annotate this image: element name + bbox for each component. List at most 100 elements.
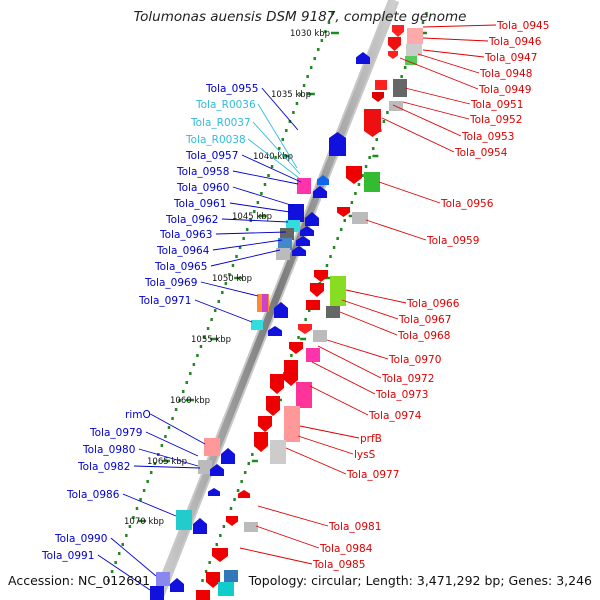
left-gene-label: Tola_0971 [138,295,191,307]
tick-ring-dot [331,12,334,15]
gene-block [313,330,327,342]
forward-gene-arrow [226,516,238,526]
tick-ring-dot [213,309,217,312]
reverse-gene-arrow [268,326,282,336]
tick-ring-dot [324,30,327,33]
left-leader-line [210,249,281,267]
gene-features [150,25,423,600]
tick-ring-dot [139,498,142,501]
tick-ring-dot [375,138,378,141]
right-leader-line [365,219,427,241]
left-gene-label: Tola_0986 [66,489,120,501]
tick-ring-dot [297,336,300,339]
gene-block [407,28,423,44]
left-gene-label: Tola_0963 [159,229,212,241]
tick-ring-dot [153,462,157,465]
gene-block [244,522,258,532]
gene-block [364,172,380,192]
gene-block [375,80,387,90]
gene-block [156,572,170,586]
right-gene-label: Tola_0981 [328,521,381,533]
gene-block [224,570,238,582]
right-gene-label: Tola_0968 [397,330,450,342]
gene-block [198,460,212,474]
tick-ring-dot [208,561,211,564]
gene-block [251,320,263,330]
reverse-gene-arrow [208,488,220,496]
gene-block [296,382,312,408]
tick-ring-dot [274,156,277,159]
tick-ring-dot [295,102,299,105]
right-leader-line [257,505,329,527]
right-leader-line [378,181,441,204]
gene-block [330,276,346,306]
tick-ring-dot [201,579,204,582]
left-gene-label: Tola_0965 [154,261,207,273]
right-leader-line [399,57,479,90]
tick-ring-dot [329,255,332,258]
tick-ring-dot [107,579,110,582]
tick-ring-dot [364,165,368,168]
tick-ring-dot [228,273,231,276]
tick-ring-dot [320,39,324,42]
tick-ring-dot [164,435,167,438]
right-gene-label: lysS [354,449,376,461]
left-leader-line [221,218,289,223]
tick-ring-dot [299,93,302,96]
tick-ring-dot [196,354,199,357]
forward-gene-arrow [372,92,384,102]
tick-ring-dot [222,525,226,528]
tick-ring-dot [281,138,284,141]
gene-block [204,438,220,456]
tick-ring-dot [219,534,222,537]
tick-ring-dot [206,327,210,330]
forward-gene-arrow [388,37,401,51]
forward-gene-arrow [270,374,284,394]
tick-ring-dot [224,282,228,285]
tick-ring-dot [288,120,292,123]
left-leader-line [200,281,259,297]
reverse-gene-arrow [300,226,314,236]
tick-ring-dot [167,426,171,429]
gene-block [406,44,422,56]
tick-ring-dot [240,480,243,483]
gene-block [326,306,340,318]
gene-block [352,212,368,224]
left-gene-label: Tola_R0036 [195,99,256,111]
tick-ring-dot [336,237,339,240]
tick-label: 1055 kbp [191,335,231,345]
tick-ring-dot [421,21,425,24]
tick-ring-dot [403,66,407,69]
left-gene-label: Tola_0979 [89,427,142,439]
gene-block [306,348,320,362]
tick-ring-dot [178,399,181,402]
left-leader-line [138,448,199,467]
left-leader-line [257,103,298,169]
tick-ring-dot [350,201,354,204]
right-leader-line [381,117,455,153]
tick-ring-dot [229,507,233,510]
tick-ring-dot [199,345,203,348]
tick-ring-dot [325,264,329,267]
right-gene-label: Tola_0949 [478,84,531,96]
reverse-gene-arrow [238,490,250,498]
tick-label: 1030 kbp [290,29,330,39]
gene-block [393,79,407,97]
gene-block [276,248,290,260]
tick-ring-dot [238,246,242,249]
reverse-gene-arrow [356,52,370,64]
reverse-gene-arrow [193,518,207,534]
label-leaders [97,24,497,591]
left-gene-label: Tola_0955 [205,83,258,95]
left-gene-label: Tola_0982 [77,461,130,473]
right-gene-label: Tola_0954 [454,147,508,159]
reverse-gene-arrow [317,175,329,185]
genome-title: Tolumonas auensis DSM 9187, complete gen… [133,9,467,25]
tick-ring-dot [263,183,267,186]
tick-ring-dot [242,237,245,240]
tick-ring-dot [382,120,386,123]
left-gene-label: Tola_R0037 [190,117,251,129]
right-gene-label: Tola_0947 [484,52,537,64]
left-gene-label: Tola_0969 [144,277,197,289]
